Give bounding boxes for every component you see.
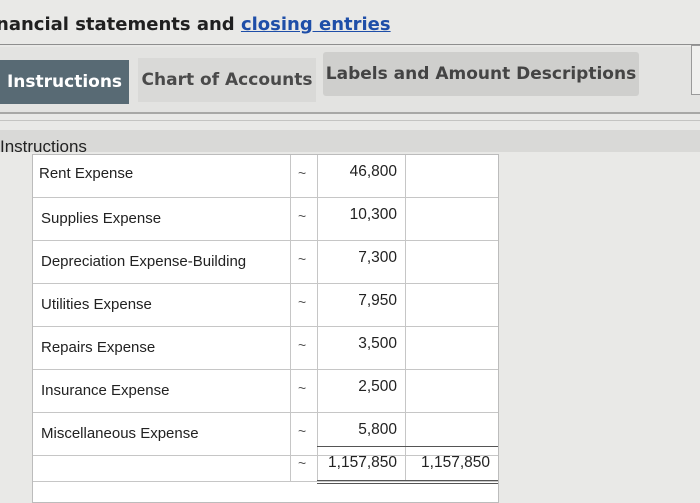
side-panel-edge (691, 45, 700, 95)
debit-cell[interactable]: 2,500 (317, 370, 406, 412)
debit-cell[interactable]: 7,950 (317, 284, 406, 326)
account-dropdown[interactable]: ~ (290, 370, 318, 412)
account-dropdown[interactable]: ~ (290, 241, 318, 283)
debit-amount: 10,300 (349, 206, 397, 223)
debit-cell[interactable]: 7,300 (317, 241, 406, 283)
double-underline (317, 480, 498, 484)
table-row: Insurance Expense ~ 2,500 (33, 370, 498, 413)
page-title: nancial statements and closing entries (0, 14, 391, 35)
account-name: Repairs Expense (41, 339, 156, 356)
account-name: Supplies Expense (41, 210, 162, 227)
section-label: Instructions (0, 137, 87, 156)
dropdown-icon: ~ (298, 294, 307, 310)
total-rule (317, 446, 498, 447)
title-text: nancial statements and (0, 14, 241, 35)
table-row: Repairs Expense ~ 3,500 (33, 327, 498, 370)
account-cell[interactable]: Depreciation Expense-Building (33, 241, 291, 283)
tab-instructions[interactable]: Instructions (0, 60, 129, 104)
table-row: Miscellaneous Expense ~ 5,800 (33, 413, 498, 456)
dropdown-icon: ~ (298, 455, 307, 471)
section-band (0, 130, 700, 152)
account-cell[interactable]: Repairs Expense (33, 327, 291, 369)
account-name: Rent Expense (39, 165, 134, 182)
credit-cell[interactable] (405, 284, 498, 326)
divider (0, 112, 700, 114)
credit-cell[interactable] (405, 370, 498, 412)
account-dropdown[interactable]: ~ (290, 284, 318, 326)
table-row: Utilities Expense ~ 7,950 (33, 284, 498, 327)
table-row: Rent Expense ~ 46,800 (33, 155, 498, 198)
tab-labels-and-amount-descriptions[interactable]: Labels and Amount Descriptions (323, 52, 639, 96)
credit-total-cell[interactable]: 1,157,850 (405, 447, 498, 481)
account-dropdown[interactable]: ~ (290, 413, 318, 455)
debit-cell[interactable]: 3,500 (317, 327, 406, 369)
dropdown-icon: ~ (298, 337, 307, 353)
table-row: Supplies Expense ~ 10,300 (33, 198, 498, 241)
dropdown-icon: ~ (298, 251, 307, 267)
tab-chart-of-accounts[interactable]: Chart of Accounts (138, 58, 316, 102)
account-cell[interactable]: Miscellaneous Expense (33, 413, 291, 455)
debit-cell[interactable]: 46,800 (317, 155, 406, 197)
debit-amount: 5,800 (358, 421, 397, 438)
dropdown-icon: ~ (298, 423, 307, 439)
debit-amount: 46,800 (349, 163, 397, 180)
debit-amount: 3,500 (358, 335, 397, 352)
account-name: Utilities Expense (41, 296, 152, 313)
debit-cell[interactable]: 5,800 (317, 413, 406, 455)
debit-amount: 7,300 (358, 249, 397, 266)
title-divider (0, 44, 700, 45)
credit-total: 1,157,850 (421, 454, 490, 471)
account-dropdown[interactable]: ~ (290, 447, 318, 481)
closing-entries-link[interactable]: closing entries (240, 14, 391, 35)
debit-amount: 7,950 (358, 292, 397, 309)
debit-cell[interactable]: 10,300 (317, 198, 406, 240)
journal-table: Rent Expense ~ 46,800 Supplies Expense ~… (32, 154, 499, 503)
account-cell[interactable]: Rent Expense (33, 155, 291, 197)
account-name: Depreciation Expense-Building (41, 253, 247, 270)
account-dropdown[interactable]: ~ (290, 198, 318, 240)
account-cell[interactable]: Insurance Expense (33, 370, 291, 412)
credit-cell[interactable] (405, 155, 498, 197)
debit-total: 1,157,850 (328, 454, 397, 471)
debit-total-cell[interactable]: 1,157,850 (317, 447, 406, 481)
account-cell[interactable] (33, 447, 291, 481)
table-row-totals: ~ 1,157,850 1,157,850 (33, 447, 498, 482)
account-dropdown[interactable]: ~ (290, 327, 318, 369)
dropdown-icon: ~ (298, 380, 307, 396)
credit-cell[interactable] (405, 327, 498, 369)
account-name: Insurance Expense (41, 382, 170, 399)
debit-amount: 2,500 (358, 378, 397, 395)
dropdown-icon: ~ (298, 208, 307, 224)
credit-cell[interactable] (405, 241, 498, 283)
account-cell[interactable]: Utilities Expense (33, 284, 291, 326)
credit-cell[interactable] (405, 198, 498, 240)
dropdown-icon: ~ (298, 165, 307, 181)
account-cell[interactable]: Supplies Expense (33, 198, 291, 240)
divider (0, 120, 700, 121)
account-dropdown[interactable]: ~ (290, 155, 318, 197)
account-name: Miscellaneous Expense (41, 425, 199, 442)
table-row: Depreciation Expense-Building ~ 7,300 (33, 241, 498, 284)
